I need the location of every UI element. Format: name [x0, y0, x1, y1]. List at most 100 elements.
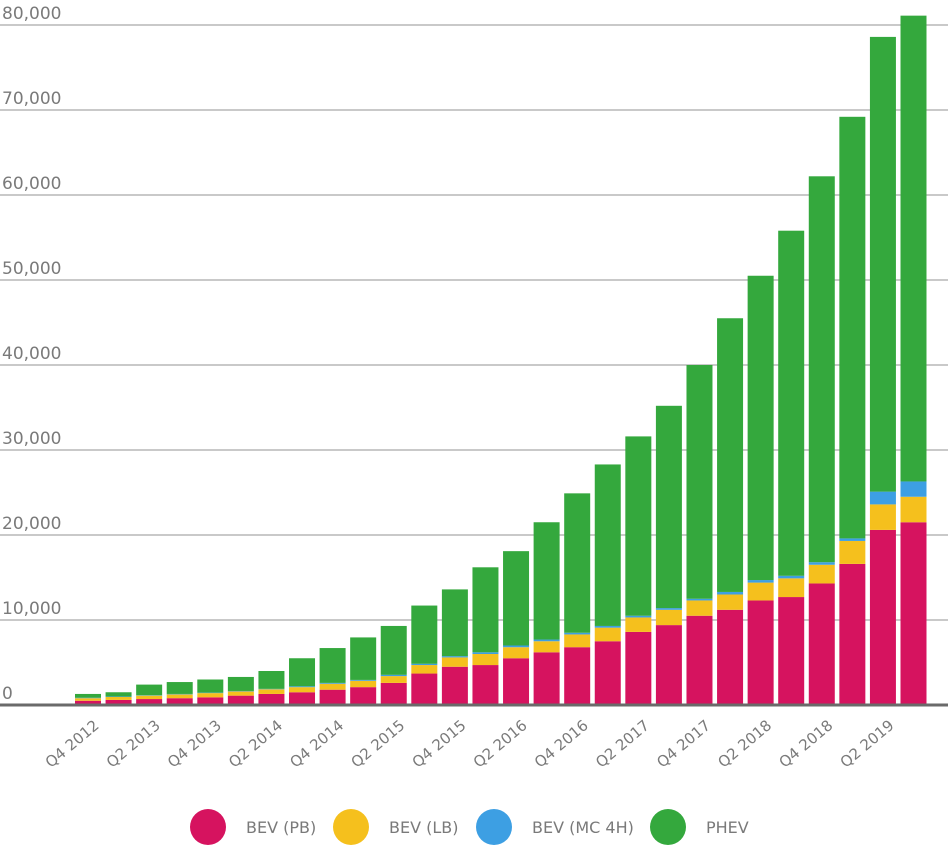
bar-segment-phev: [319, 648, 346, 683]
bar-segment-bev-pb: [900, 522, 927, 705]
bar-segment-bev-pb: [319, 689, 346, 705]
y-tick-label: 50,000: [2, 259, 61, 279]
bar-segment-phev: [441, 589, 468, 657]
bar-segment-bev-pb: [472, 665, 499, 705]
bar-segment-phev: [75, 693, 101, 698]
legend-swatch-bev-pb: [190, 809, 226, 845]
bar-segment-phev: [717, 318, 744, 592]
bar-segment-bev-lb: [655, 609, 682, 626]
legend-label-bev-lb: BEV (LB): [389, 817, 459, 837]
bar-segment-phev: [197, 679, 224, 693]
bar-segment-bev-pb: [625, 631, 652, 705]
bar-segment-bev-lb: [411, 665, 438, 674]
bar-segment-bev-lb: [503, 647, 530, 659]
bar-segment-bev-pb: [75, 700, 101, 705]
bar-segment-bev-lb: [289, 687, 316, 693]
y-tick-label: 0: [2, 684, 13, 704]
bar-segment-bev-lb: [105, 696, 132, 700]
bar-segment-bev-mc-4h: [472, 652, 499, 654]
y-tick-label: 10,000: [2, 599, 61, 619]
bar-segment-phev: [686, 365, 713, 599]
legend-item-phev: PHEV: [650, 806, 749, 848]
x-tick-label: Q4 2018: [776, 716, 837, 771]
bar-segment-bev-lb: [808, 564, 835, 584]
bar-segment-bev-pb: [808, 583, 835, 705]
bar-segment-phev: [258, 671, 285, 689]
bar-segment-bev-lb: [839, 540, 866, 564]
bar-segment-phev: [564, 493, 591, 633]
bar-segment-bev-pb: [411, 673, 438, 705]
x-tick-label: Q2 2015: [347, 716, 408, 771]
bar-segment-bev-pb: [380, 682, 407, 705]
bar-segment-phev: [533, 522, 560, 640]
x-tick-label: Q2 2014: [225, 716, 286, 771]
bar-segment-bev-mc-4h: [717, 591, 744, 595]
bar-segment-bev-mc-4h: [594, 625, 621, 628]
bar-segment-phev: [350, 637, 377, 680]
x-tick-label: Q4 2015: [409, 716, 470, 771]
bar-segment-bev-mc-4h: [564, 632, 591, 635]
bar-segment-bev-mc-4h: [380, 674, 407, 677]
bar-segment-bev-pb: [197, 697, 224, 705]
y-tick-label: 40,000: [2, 344, 61, 364]
bar-segment-phev: [655, 405, 682, 609]
bar-segment-phev: [594, 464, 621, 626]
legend-swatch-phev: [650, 809, 686, 845]
bar-segment-bev-mc-4h: [533, 639, 560, 642]
bar-segment-bev-pb: [564, 647, 591, 705]
bar-segment-bev-pb: [441, 666, 468, 705]
x-tick-label: Q4 2017: [653, 716, 714, 771]
bar-segment-phev: [289, 658, 316, 687]
bar-segment-phev: [472, 567, 499, 653]
bar-segment-bev-pb: [166, 698, 193, 705]
y-tick-label: 20,000: [2, 514, 61, 534]
bar-segment-phev: [503, 551, 530, 646]
bar-segment-bev-pb: [594, 641, 621, 705]
legend-label-bev-pb: BEV (PB): [246, 817, 317, 837]
y-tick-label: 70,000: [2, 89, 61, 109]
legend-swatch-bev-mc4h: [476, 809, 512, 845]
bar-segment-bev-pb: [503, 658, 530, 705]
bar-segment-bev-mc-4h: [686, 598, 713, 601]
bar-segment-bev-lb: [441, 657, 468, 667]
bar-segment-bev-mc-4h: [778, 575, 805, 579]
bar-segment-bev-lb: [319, 683, 346, 690]
bar-segment-phev: [869, 36, 896, 492]
bar-segment-bev-lb: [900, 496, 927, 523]
y-axis-tick-labels: 0 10,000 20,000 30,000 40,000 50,000 60,000 70,…: [2, 4, 61, 704]
bar-segment-bev-mc-4h: [441, 656, 468, 658]
bar-segment-bev-lb: [166, 694, 193, 699]
legend-item-bev-pb: BEV (PB): [190, 806, 316, 848]
legend: BEV (PB) BEV (LB) BEV (MC 4H) PHEV: [0, 806, 948, 848]
bar-segment-bev-pb: [289, 692, 316, 705]
bar-segment-bev-pb: [105, 699, 132, 705]
x-tick-label: Q2 2019: [837, 716, 898, 771]
bar-segment-bev-lb: [594, 627, 621, 642]
bar-segment-bev-pb: [717, 609, 744, 705]
bar-segment-bev-lb: [686, 600, 713, 616]
bar-segment-phev: [227, 676, 254, 691]
bar-segment-phev: [839, 116, 866, 539]
x-tick-label: Q4 2014: [286, 716, 347, 771]
bar-segment-bev-mc-4h: [747, 580, 774, 583]
y-tick-label: 30,000: [2, 429, 61, 449]
bar-segment-bev-lb: [258, 689, 285, 694]
bar-segment-bev-mc-4h: [655, 608, 682, 610]
bar-segment-bev-lb: [747, 582, 774, 601]
bar-segment-phev: [900, 15, 927, 482]
legend-label-phev: PHEV: [706, 817, 749, 837]
bar-segment-bev-pb: [869, 529, 896, 705]
bar-segment-phev: [105, 692, 132, 697]
bar-segment-phev: [136, 684, 163, 696]
bar-segment-phev: [411, 605, 438, 664]
bar-segment-bev-mc-4h: [900, 481, 927, 497]
bar-segment-bev-lb: [869, 504, 896, 530]
legend-item-bev-mc4h: BEV (MC 4H): [476, 806, 634, 848]
bar-segment-bev-lb: [136, 695, 163, 700]
x-tick-label: Q4 2016: [531, 716, 592, 771]
bar-segment-bev-lb: [350, 680, 377, 688]
stacked-bar-chart: 0 10,000 20,000 30,000 40,000 50,000 60,000 70,…: [0, 4, 948, 771]
bar-segment-phev: [747, 275, 774, 581]
bar-segment-bev-pb: [533, 652, 560, 705]
bar-segment-bev-mc-4h: [503, 645, 530, 648]
